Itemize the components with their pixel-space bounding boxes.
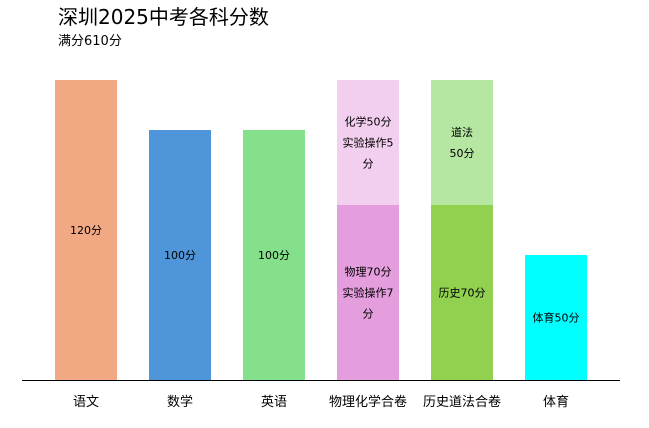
bar-segment-1-0 <box>149 130 211 380</box>
data-label-3-1-1: 实验操作5 <box>343 136 394 150</box>
data-label-1-0-0: 100分 <box>164 249 196 262</box>
data-label-3-1-0: 化学50分 <box>345 115 392 129</box>
chart-subtitle: 满分610分 <box>58 34 122 49</box>
data-label-2-0-0: 100分 <box>258 249 290 262</box>
data-label-3-1-2: 分 <box>363 158 374 171</box>
bar-segment-5-0 <box>525 255 587 380</box>
data-label-3-0-0: 物理70分 <box>345 265 392 279</box>
data-label-4-0-0: 历史70分 <box>439 287 486 300</box>
data-label-3-0-2: 分 <box>363 308 374 321</box>
x-tick-label-5: 体育 <box>543 394 569 410</box>
x-tick-label-4: 历史道法合卷 <box>423 394 501 410</box>
chart-title: 深圳2025中考各科分数 <box>58 5 269 29</box>
data-label-4-1-0: 道法 <box>451 125 473 139</box>
bar-segment-3-0 <box>337 205 399 380</box>
bar-segment-4-0 <box>431 205 493 380</box>
x-tick-label-0: 语文 <box>73 395 99 410</box>
x-tick-label-1: 数学 <box>167 394 193 410</box>
data-label-5-0-0: 体育50分 <box>533 311 580 325</box>
data-label-3-0-1: 实验操作7 <box>343 286 394 300</box>
bar-segment-4-1 <box>431 80 493 205</box>
bar-segment-2-0 <box>243 130 305 380</box>
data-label-0-0-0: 120分 <box>70 224 102 237</box>
bar-segment-0-0 <box>55 80 117 380</box>
x-tick-label-2: 英语 <box>261 395 287 410</box>
data-label-4-1-1: 50分 <box>450 147 475 160</box>
x-tick-label-3: 物理化学合卷 <box>329 394 407 410</box>
bar-segment-3-1 <box>337 80 399 205</box>
